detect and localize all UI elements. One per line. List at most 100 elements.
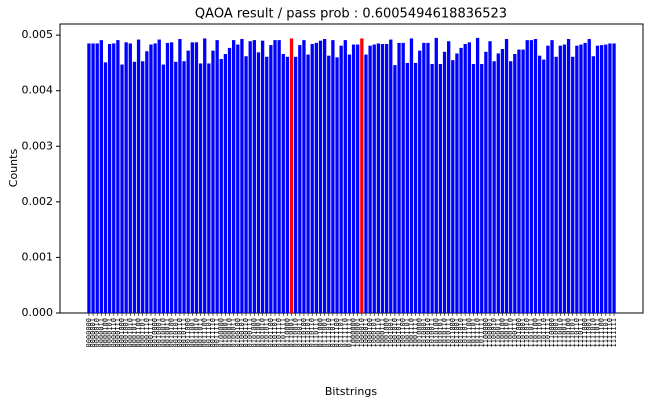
bar [360,38,364,313]
bar [380,44,385,313]
bar [583,42,587,314]
bar [240,39,244,313]
bar [194,42,199,313]
x-tick-label: 1101010 [523,318,531,348]
bar [322,39,327,313]
bar [521,49,525,314]
x-tick-label: 1101011 [527,318,535,348]
x-tick-label: 1001000 [383,318,391,348]
bar [294,56,298,314]
bar [169,42,174,313]
bar [558,45,562,314]
x-tick-label: 1111010 [589,318,597,348]
bar [447,41,451,313]
x-tick-label: 0011110 [209,318,217,348]
bar [203,38,207,313]
bar [149,44,153,313]
bar [604,44,608,313]
x-tick-label: 0011001 [188,318,196,348]
bar [343,40,347,313]
bar [542,59,546,313]
y-tick-label: 0.003 [22,139,54,152]
x-tick-label: 1010110 [441,318,449,348]
bar [471,64,476,313]
x-tick-label: 1100001 [486,318,494,348]
bar [455,53,459,313]
x-tick-label: 1100100 [498,318,506,348]
x-tick-label: 0001011 [130,318,138,348]
x-tick-label: 1100101 [503,318,511,348]
bar [418,50,422,314]
x-tick-label: 0000100 [101,318,109,348]
bar [579,44,583,313]
bar [136,39,141,314]
bar [591,56,596,313]
bar [339,45,343,314]
bar [517,49,521,314]
bar [281,54,285,314]
bar [182,61,186,313]
bar [157,39,161,314]
bar [145,51,149,313]
bar [393,65,397,313]
x-tick-label: 0000101 [106,318,114,348]
x-tick-label: 0001100 [135,318,143,348]
x-tick-label: 1110011 [560,318,568,348]
x-tick-label: 1001100 [399,318,407,348]
bar [612,43,616,313]
y-tick-label: 0.004 [22,84,54,97]
x-tick-label: 1001111 [412,318,420,348]
x-tick-label: 1001011 [395,318,403,348]
x-tick-label: 1110010 [556,318,564,348]
x-tick-label: 0011011 [197,318,205,348]
x-tick-label: 1101001 [519,318,527,348]
x-tick-label: 0111000 [316,318,324,348]
x-tick-label: 1000010 [358,318,366,348]
bar [174,61,178,313]
bar [87,43,91,313]
bar [533,39,538,313]
bar [207,63,211,314]
x-tick-label: 1011010 [457,318,465,348]
bar [248,41,252,313]
x-tick-label: 1110000 [548,318,556,348]
bar [467,42,471,313]
bar [480,64,484,313]
bar [397,42,401,314]
x-tick-label: 0000111 [114,318,122,348]
bar [178,39,182,313]
x-tick-label: 1011001 [453,318,461,348]
x-tick-label: 0100100 [234,318,242,348]
x-tick-label: 1011011 [461,318,469,348]
bar [273,40,277,313]
x-tick-label: 0100000 [217,318,225,348]
x-tick-label: 1100011 [494,318,502,348]
x-tick-label: 1110100 [565,318,573,348]
bar [91,43,95,313]
x-tick-label: 0111100 [333,318,341,348]
x-tick-label: 0111101 [337,318,345,348]
x-tick-label: 0010001 [155,318,163,348]
y-axis-label: Counts [7,149,20,188]
bar [99,40,104,313]
bar [401,42,405,314]
y-tick-label: 0.000 [22,306,54,319]
x-tick-label: 1000011 [362,318,370,348]
bar [442,51,447,314]
x-tick-label: 0001000 [118,318,126,348]
x-tick-label: 0101101 [271,318,279,348]
bar [562,44,567,313]
x-tick-label: 1000000 [350,318,358,348]
bar [509,61,513,313]
bar [306,54,310,313]
x-tick-label: 1111000 [581,318,589,348]
x-tick-label: 0111011 [329,318,337,348]
bar [331,40,335,313]
bar [546,45,550,314]
bar [368,45,372,314]
bar [289,38,294,313]
bar [153,43,157,313]
bar [504,39,509,313]
bar [384,44,389,313]
